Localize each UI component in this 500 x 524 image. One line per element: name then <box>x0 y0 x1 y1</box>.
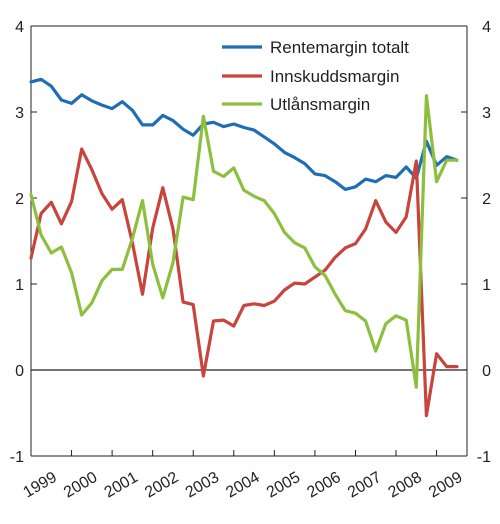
series-line-2 <box>29 147 459 418</box>
left-y-tick-label: 3 <box>15 105 24 122</box>
legend-label: Innskuddsmargin <box>270 67 399 86</box>
right-y-tick-label: 0 <box>482 363 491 380</box>
left-y-tick-label: 0 <box>15 363 24 380</box>
x-tick-labels: 1999 2000 2001 2002 2003 2004 2005 2006 2007 2008… <box>21 450 465 502</box>
left-y-tick-label: -1 <box>10 449 24 466</box>
x-tick-label: 2007 <box>345 469 384 502</box>
series-lines <box>29 77 459 418</box>
right-y-tick-label: 3 <box>482 105 491 122</box>
right-y-tick-label: 4 <box>482 19 491 36</box>
left-y-tick-label: 2 <box>15 191 24 208</box>
x-tick-label: 2006 <box>304 469 343 502</box>
x-tick-label: 2008 <box>386 469 425 502</box>
x-tick-label: 2003 <box>183 469 222 502</box>
x-tick-label: 1999 <box>21 469 60 502</box>
series-line-1 <box>29 77 459 191</box>
x-tick-label: 2002 <box>142 469 181 502</box>
left-y-tick-label: 1 <box>15 277 24 294</box>
right-y-tick-labels: -1 0 1 2 3 4 <box>461 19 491 466</box>
series-line-3 <box>29 94 459 389</box>
legend-label: Utlånsmargin <box>270 95 370 114</box>
x-tick-label: 2004 <box>223 469 262 502</box>
right-y-tick-label: 1 <box>482 277 491 294</box>
right-y-tick-label: 2 <box>482 191 491 208</box>
x-tick-label: 2005 <box>264 469 303 502</box>
right-y-tick-label: -1 <box>477 449 491 466</box>
left-y-tick-label: 4 <box>15 19 24 36</box>
legend-label: Rentemargin totalt <box>270 38 409 57</box>
x-tick-label: 2001 <box>102 469 141 502</box>
left-y-tick-labels: -1 0 1 2 3 4 <box>10 19 37 466</box>
x-tick-label: 2009 <box>426 469 465 502</box>
legend: Rentemargin totalt Innskuddsmargin Utlånsm… <box>222 38 409 114</box>
x-tick-label: 2000 <box>61 469 100 502</box>
